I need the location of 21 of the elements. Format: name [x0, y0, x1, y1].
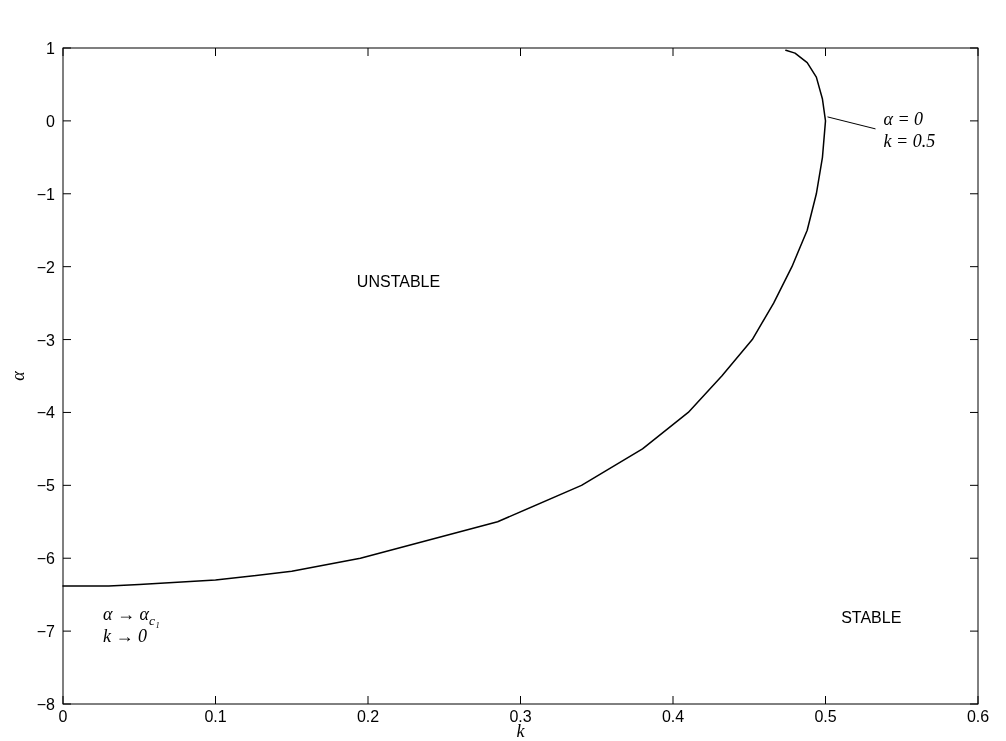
y-tick-label: −7 [36, 623, 56, 641]
x-tick-label: 0.4 [661, 708, 685, 725]
y-tick-label: −5 [36, 477, 56, 495]
x-tick-label: 0.6 [966, 708, 990, 725]
y-tick-label: −2 [36, 258, 56, 276]
y-tick-label: −1 [36, 185, 56, 203]
y-tick-label: −3 [36, 331, 56, 349]
y-tick-label: 0 [46, 112, 56, 130]
annotation: α → α$_{c₁}$ k → 0 [103, 603, 160, 647]
annotation: UNSTABLE [356, 273, 441, 291]
y-tick-label: −6 [36, 550, 56, 568]
y-tick-label: −4 [36, 404, 56, 422]
x-tick-label: 0.2 [356, 708, 380, 725]
y-tick-label: −8 [36, 696, 56, 713]
x-tick-label: 0 [58, 708, 68, 725]
annotation: α = 0 k = 0.5 [883, 108, 936, 152]
y-axis-title: α [8, 370, 28, 381]
x-tick-label: 0.1 [204, 708, 227, 725]
annotation: STABLE [841, 608, 902, 626]
x-tick-label: 0.5 [814, 708, 837, 725]
y-tick-label: 1 [46, 40, 56, 57]
